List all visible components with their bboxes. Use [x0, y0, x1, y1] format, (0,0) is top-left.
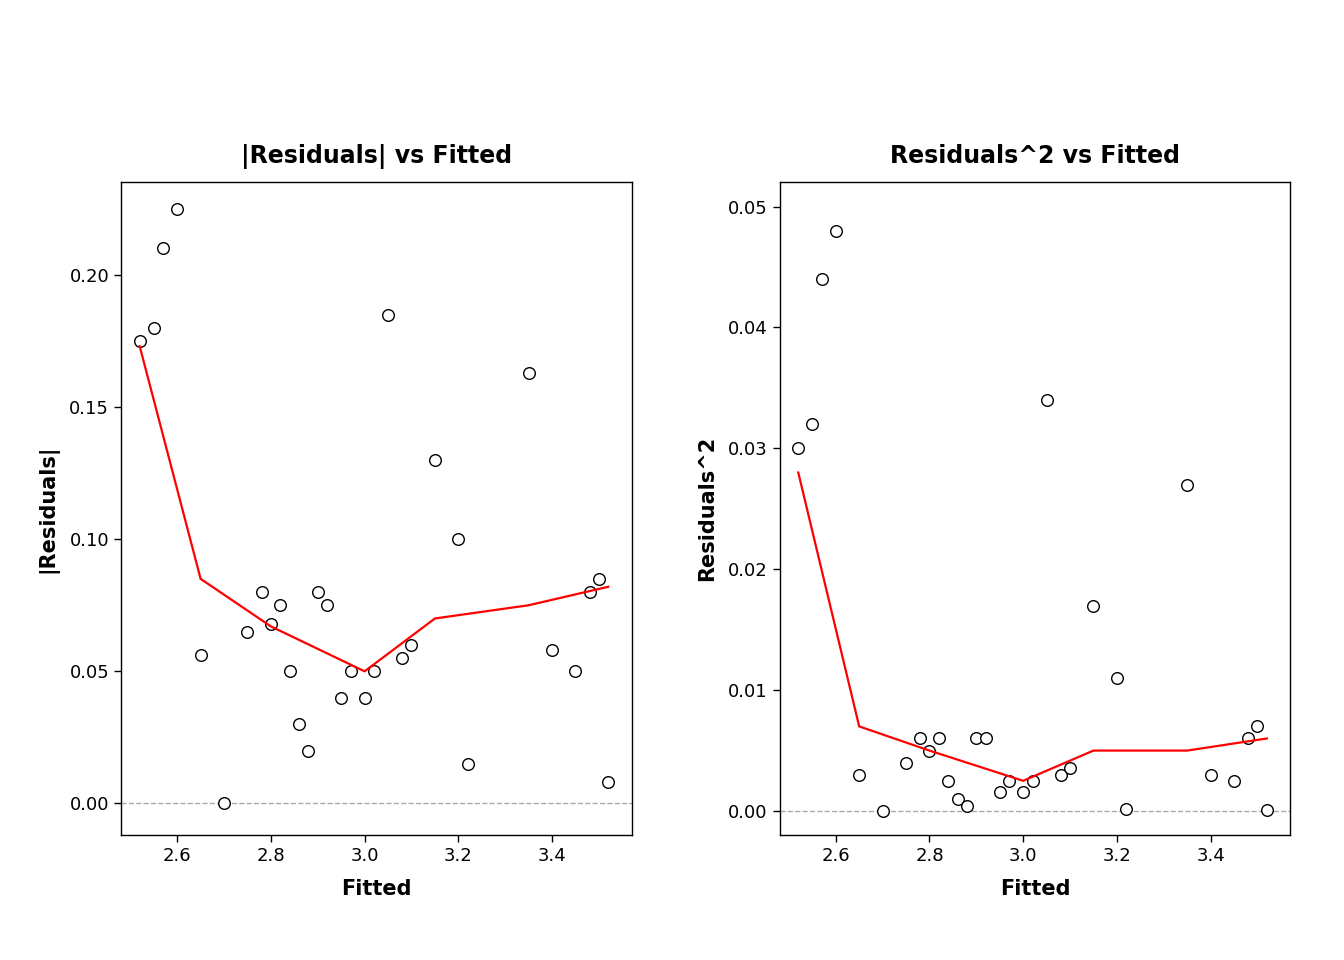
Point [142, 320, 164, 335]
Y-axis label: |Residuals|: |Residuals| [38, 444, 58, 573]
Point [1238, 731, 1259, 746]
Point [448, 532, 469, 547]
Point [965, 731, 986, 746]
X-axis label: Fitted: Fitted [1000, 879, 1070, 899]
Point [425, 452, 446, 468]
Point [270, 597, 292, 612]
Point [129, 333, 151, 348]
Point [598, 775, 620, 790]
Point [167, 202, 188, 217]
Point [810, 272, 832, 287]
Point [872, 804, 894, 819]
Point [288, 716, 309, 732]
Point [1021, 773, 1043, 788]
Point [1116, 801, 1137, 816]
Point [214, 796, 235, 811]
Point [1247, 719, 1269, 734]
Point [251, 585, 273, 600]
Point [340, 663, 362, 679]
Point [306, 585, 328, 600]
Point [929, 731, 950, 746]
Point [1257, 803, 1278, 818]
Point [316, 597, 337, 612]
X-axis label: Fitted: Fitted [341, 879, 411, 899]
Point [353, 690, 375, 706]
Point [542, 642, 563, 658]
Point [331, 690, 352, 706]
Point [1083, 598, 1105, 613]
Point [517, 365, 539, 380]
Point [825, 223, 847, 238]
Point [1036, 393, 1058, 408]
Point [1223, 773, 1245, 788]
Point [1176, 477, 1198, 492]
Point [801, 417, 823, 432]
Point [788, 441, 809, 456]
Point [974, 731, 996, 746]
Point [1106, 670, 1128, 685]
Title: |Residuals| vs Fitted: |Residuals| vs Fitted [241, 144, 512, 169]
Point [363, 663, 384, 679]
Point [579, 585, 601, 600]
Point [1200, 767, 1222, 782]
Point [919, 743, 941, 758]
Point [895, 755, 917, 770]
Point [391, 651, 413, 666]
Point [910, 731, 931, 746]
Title: Residuals^2 vs Fitted: Residuals^2 vs Fitted [890, 144, 1180, 168]
Point [401, 637, 422, 653]
Point [999, 773, 1020, 788]
Point [297, 743, 319, 758]
Point [261, 616, 282, 632]
Point [848, 767, 870, 782]
Point [938, 773, 960, 788]
Point [989, 784, 1011, 800]
Point [956, 799, 977, 814]
Y-axis label: Residuals^2: Residuals^2 [696, 436, 716, 582]
Point [457, 756, 478, 772]
Point [378, 307, 399, 323]
Point [237, 624, 258, 639]
Point [1050, 767, 1071, 782]
Point [946, 791, 968, 806]
Point [1012, 784, 1034, 800]
Point [564, 663, 586, 679]
Point [280, 663, 301, 679]
Point [190, 648, 211, 663]
Point [1059, 759, 1081, 775]
Point [152, 241, 173, 256]
Point [589, 571, 610, 587]
